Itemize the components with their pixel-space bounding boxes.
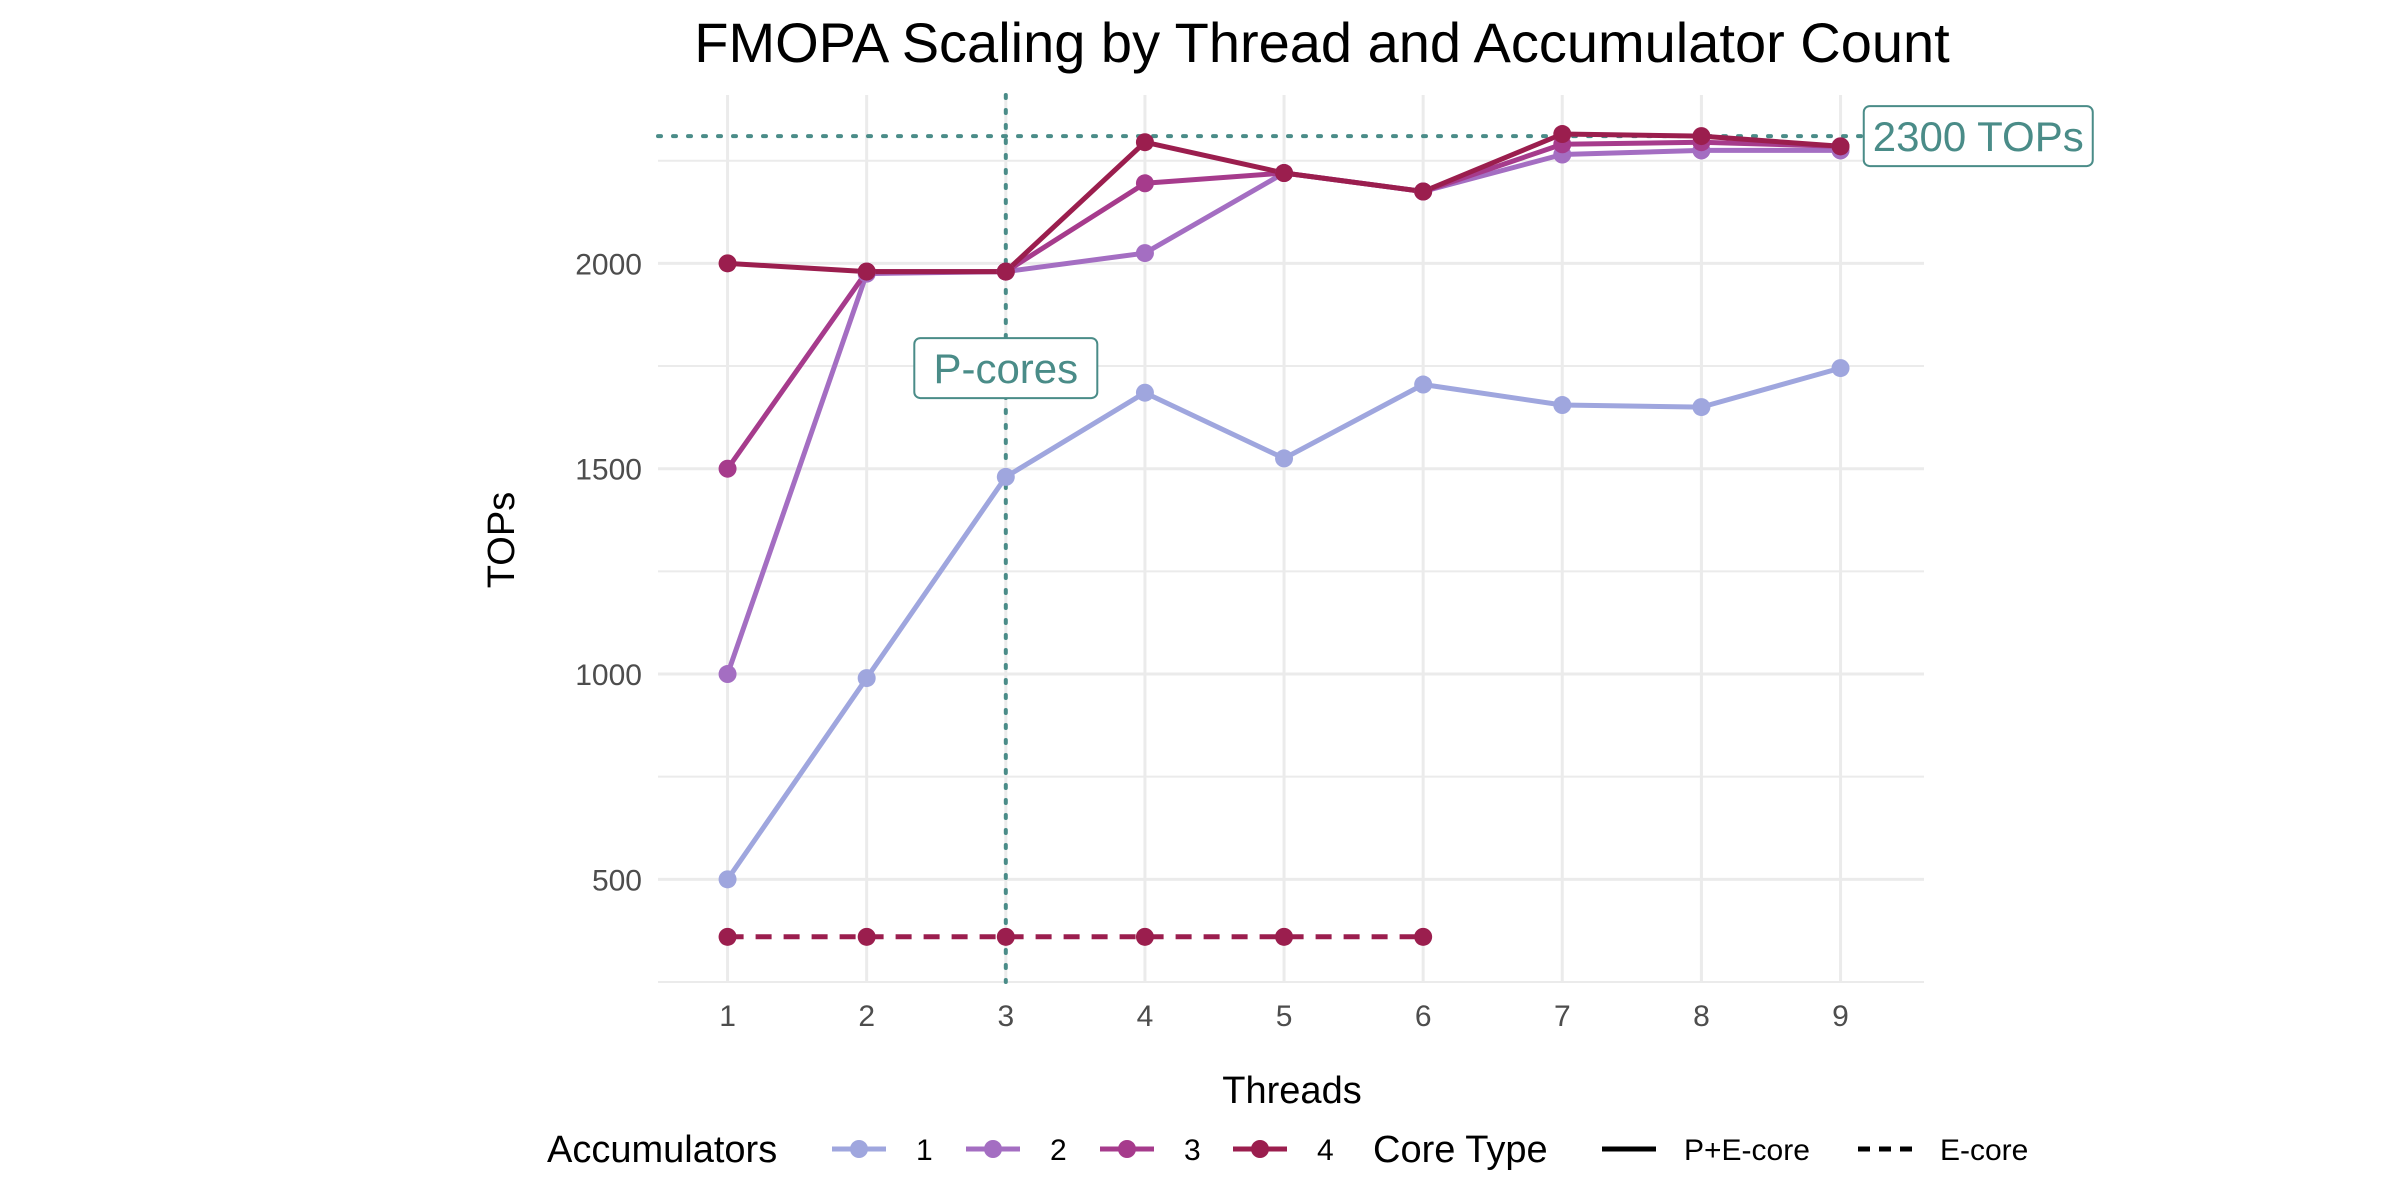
data-point xyxy=(1414,182,1433,201)
chart-title: FMOPA Scaling by Thread and Accumulator … xyxy=(694,11,1950,74)
x-tick-label: 2 xyxy=(858,1000,875,1033)
legend-title-accumulators: Accumulators xyxy=(547,1129,777,1171)
data-point xyxy=(718,459,737,478)
x-tick-label: 7 xyxy=(1554,1000,1571,1033)
x-axis-ticks: 1 2 3 4 5 6 7 8 9 xyxy=(719,1000,1849,1033)
annotations: 2300 TOPs P-cores xyxy=(913,105,2094,400)
annotation-box xyxy=(1862,105,2094,168)
data-point xyxy=(1692,398,1711,417)
data-point xyxy=(1135,133,1154,152)
series-layer xyxy=(718,125,1850,946)
annotation-label: P-cores xyxy=(933,345,1078,392)
data-point xyxy=(1275,927,1294,946)
x-tick-label: 3 xyxy=(997,1000,1014,1033)
y-tick-label: 2000 xyxy=(575,248,642,281)
legend-label-accumulator: 2 xyxy=(1050,1134,1067,1167)
data-point xyxy=(996,262,1015,281)
grid xyxy=(658,95,1924,983)
data-point xyxy=(1692,127,1711,146)
legend-label-accumulator: 1 xyxy=(916,1134,933,1167)
data-point xyxy=(1275,449,1294,468)
data-point xyxy=(996,467,1015,486)
x-axis-title: Threads xyxy=(1222,1070,1361,1112)
data-point xyxy=(718,870,737,889)
legend-key-point xyxy=(984,1140,1002,1158)
legend-label-core-type: E-core xyxy=(1940,1134,2028,1167)
data-point xyxy=(857,669,876,688)
y-tick-label: 1000 xyxy=(575,659,642,692)
legend-key-point xyxy=(1251,1140,1269,1158)
annotation-box xyxy=(913,337,1099,400)
data-point xyxy=(857,262,876,281)
data-point xyxy=(718,927,737,946)
data-point xyxy=(1135,244,1154,263)
data-point xyxy=(1135,927,1154,946)
x-tick-label: 8 xyxy=(1693,1000,1710,1033)
data-point xyxy=(1553,125,1572,144)
x-tick-label: 1 xyxy=(719,1000,736,1033)
data-point xyxy=(1831,137,1850,156)
data-point xyxy=(1275,164,1294,183)
data-point xyxy=(1831,359,1850,378)
legend-label-accumulator: 3 xyxy=(1184,1134,1201,1167)
legend-title-core-type: Core Type xyxy=(1373,1129,1548,1171)
x-tick-label: 5 xyxy=(1276,1000,1293,1033)
data-point xyxy=(1135,174,1154,193)
annotation-label: 2300 TOPs xyxy=(1873,113,2084,160)
legend-label-accumulator: 4 xyxy=(1317,1134,1334,1167)
data-point xyxy=(1414,927,1433,946)
data-point xyxy=(718,254,737,273)
y-tick-label: 500 xyxy=(592,864,642,897)
legend-key-point xyxy=(850,1140,868,1158)
data-point xyxy=(1553,396,1572,415)
y-axis-title: TOPs xyxy=(481,492,523,588)
data-point xyxy=(1414,375,1433,394)
y-tick-label: 1500 xyxy=(575,454,642,487)
data-point xyxy=(718,665,737,684)
data-point xyxy=(1135,383,1154,402)
y-axis-ticks: 500 1000 1500 2000 xyxy=(575,248,642,897)
legend: Accumulators 1 2 3 4 Core Type P+E-core E-core xyxy=(547,1129,2028,1171)
x-tick-label: 6 xyxy=(1415,1000,1432,1033)
x-tick-label: 4 xyxy=(1137,1000,1154,1033)
data-point xyxy=(857,927,876,946)
reference-lines xyxy=(656,93,1926,984)
legend-label-core-type: P+E-core xyxy=(1684,1134,1810,1167)
legend-key-point xyxy=(1118,1140,1136,1158)
data-point xyxy=(996,927,1015,946)
x-tick-label: 9 xyxy=(1832,1000,1849,1033)
